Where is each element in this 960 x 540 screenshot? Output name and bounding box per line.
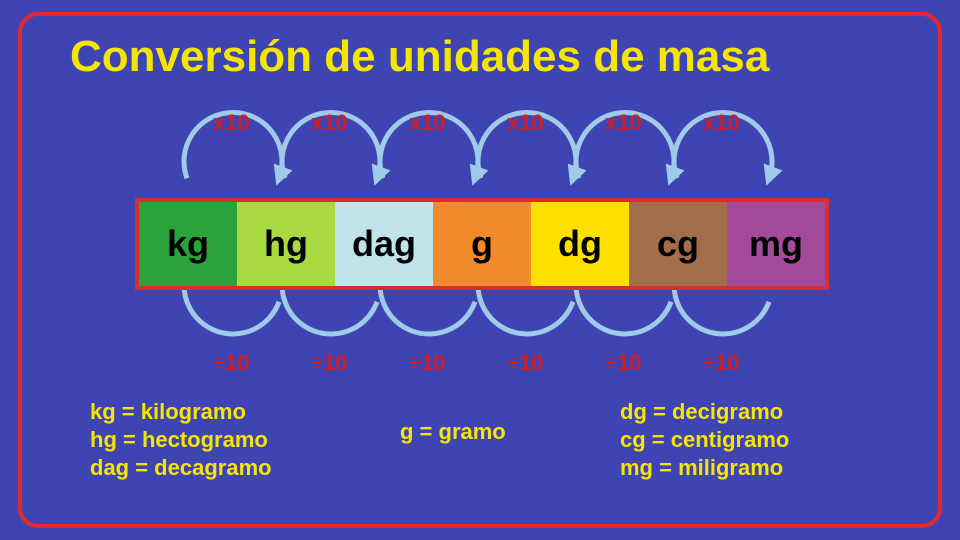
legend-line: mg = miligramo — [620, 454, 789, 482]
unit-cell-hg: hg — [237, 202, 335, 286]
legend-line: cg = centigramo — [620, 426, 789, 454]
legend-col-2: dg = decigramocg = centigramomg = miligr… — [620, 398, 789, 482]
arc-label-top: x10 — [507, 110, 544, 136]
unit-cell-mg: mg — [727, 202, 825, 286]
unit-cell-cg: cg — [629, 202, 727, 286]
unit-cell-kg: kg — [139, 202, 237, 286]
unit-cell-dag: dag — [335, 202, 433, 286]
legend-line: dg = decigramo — [620, 398, 789, 426]
arc-label-top: x10 — [213, 110, 250, 136]
unit-cell-g: g — [433, 202, 531, 286]
arc-label-top: x10 — [605, 110, 642, 136]
arc-label-top: x10 — [409, 110, 446, 136]
legend-line: kg = kilogramo — [90, 398, 272, 426]
arc-label-top: x10 — [703, 110, 740, 136]
arc-label-bottom: ÷10 — [605, 350, 642, 376]
legend-col-0: kg = kilogramohg = hectogramodag = decag… — [90, 398, 272, 482]
diagram-canvas: Conversión de unidades de masa kghgdaggd… — [0, 0, 960, 540]
legend-col-1: g = gramo — [400, 418, 506, 446]
legend-line: g = gramo — [400, 418, 506, 446]
arc-label-bottom: ÷10 — [507, 350, 544, 376]
unit-cell-dg: dg — [531, 202, 629, 286]
page-title: Conversión de unidades de masa — [70, 32, 769, 82]
arc-label-bottom: ÷10 — [311, 350, 348, 376]
arc-label-bottom: ÷10 — [213, 350, 250, 376]
arc-label-top: x10 — [311, 110, 348, 136]
arc-label-bottom: ÷10 — [409, 350, 446, 376]
legend-line: dag = decagramo — [90, 454, 272, 482]
legend-line: hg = hectogramo — [90, 426, 272, 454]
unit-row: kghgdaggdgcgmg — [135, 198, 829, 290]
arc-label-bottom: ÷10 — [703, 350, 740, 376]
